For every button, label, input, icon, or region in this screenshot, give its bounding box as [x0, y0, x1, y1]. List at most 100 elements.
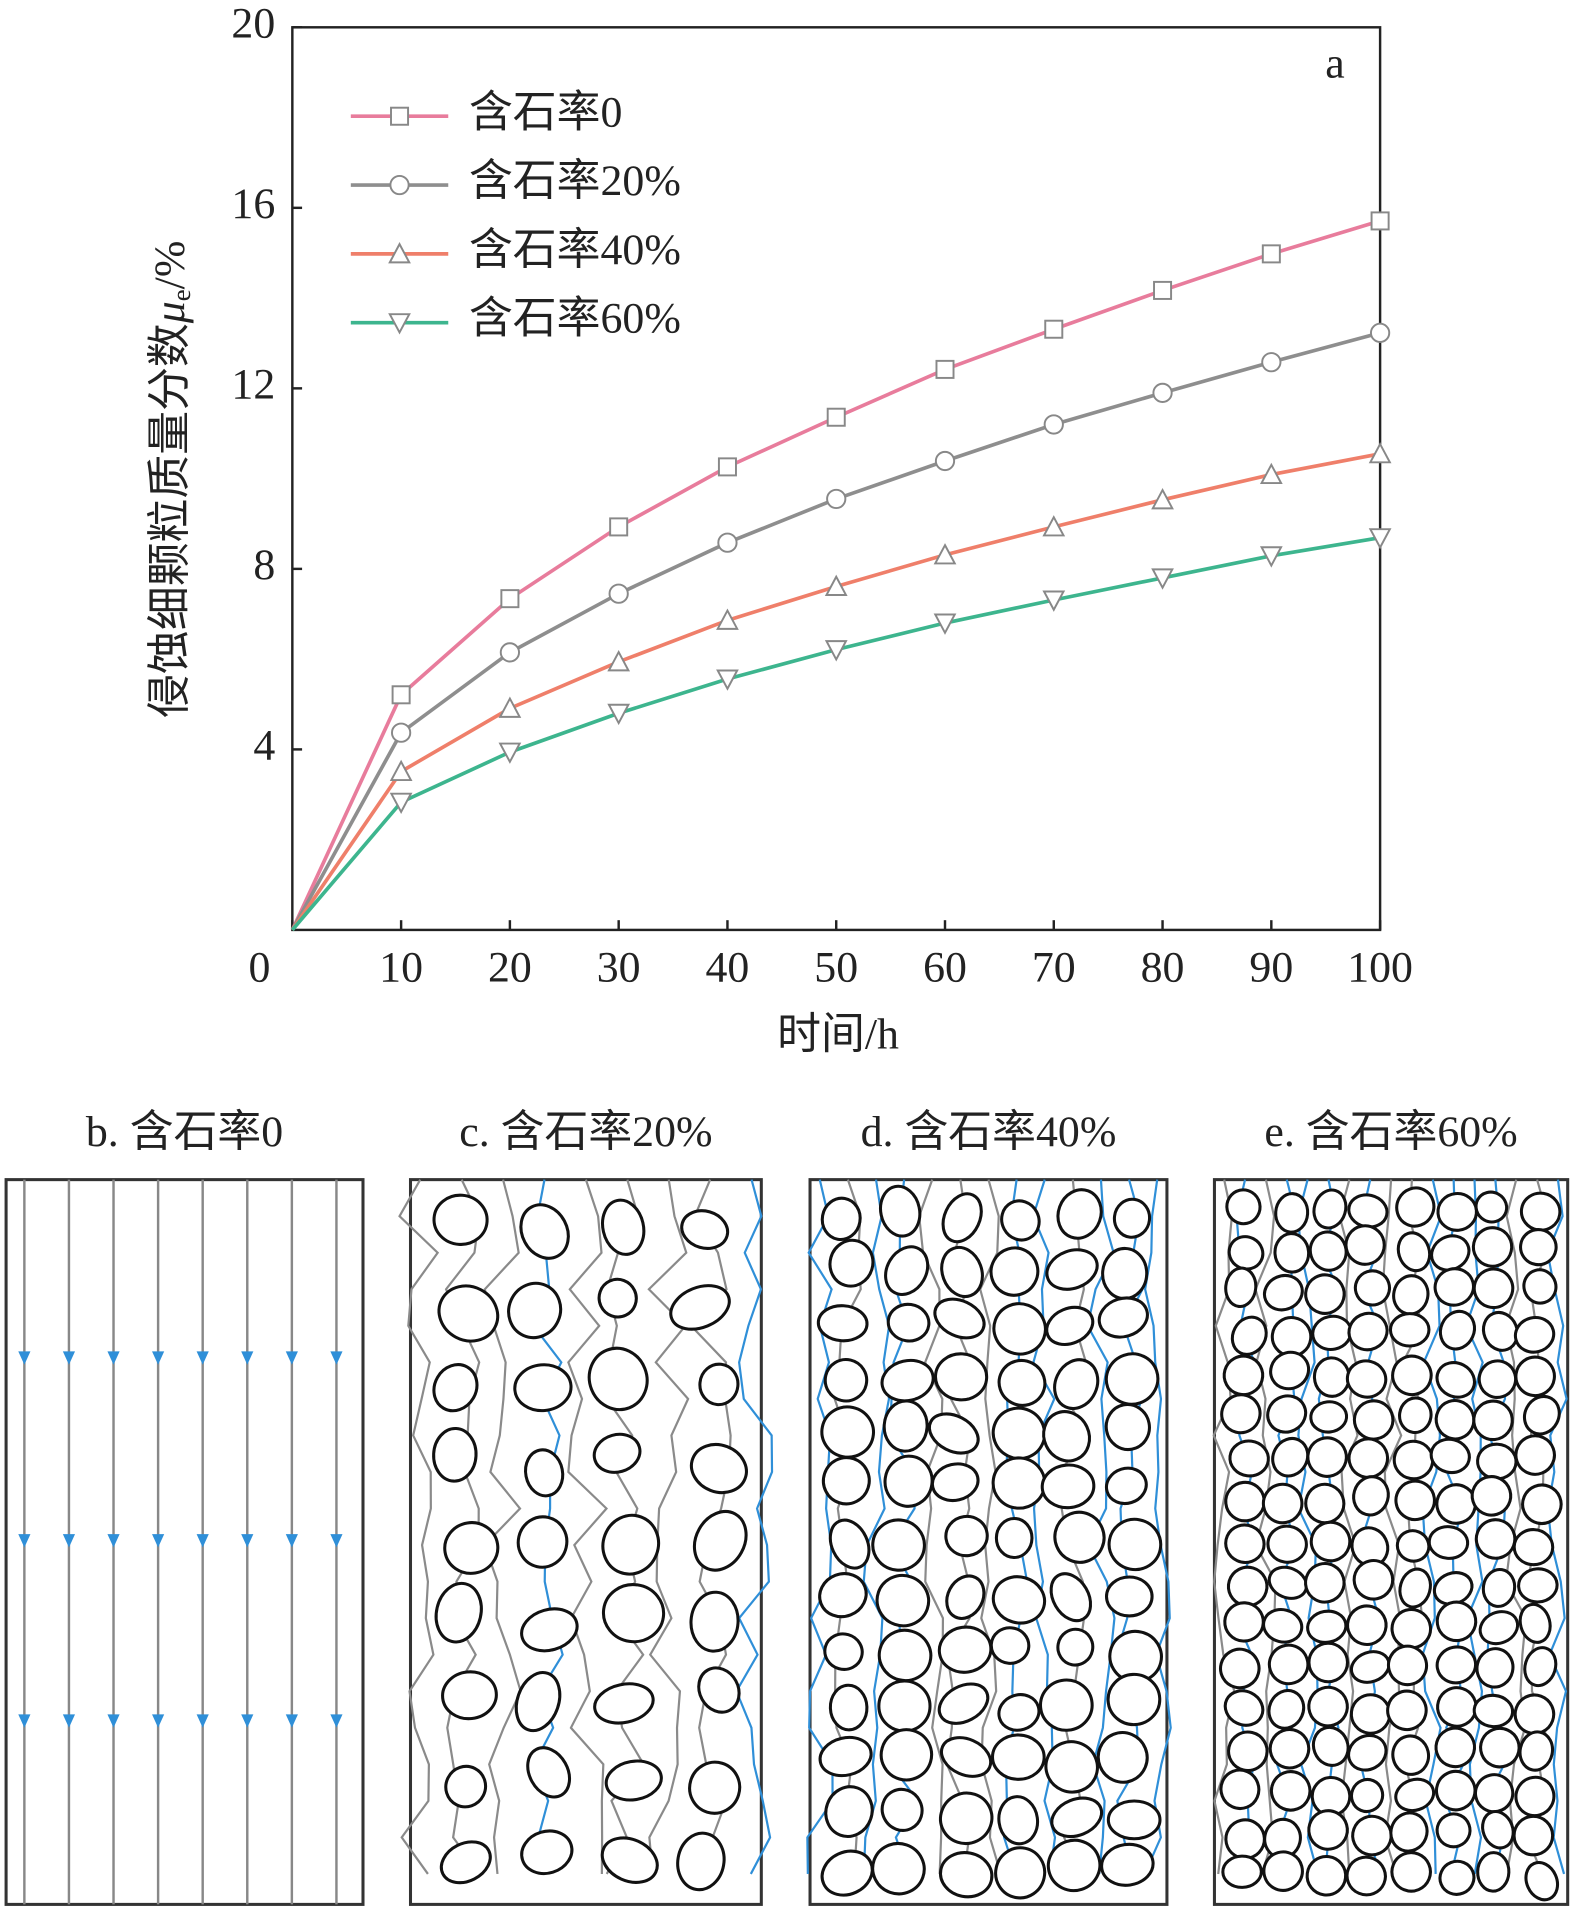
flow-arrow	[285, 1714, 298, 1728]
particle	[1438, 1309, 1477, 1351]
legend-label: 含石率20%	[469, 156, 681, 205]
particle	[991, 1406, 1047, 1461]
particle	[882, 1399, 929, 1453]
particle	[1475, 1647, 1515, 1689]
particle	[945, 1574, 986, 1620]
particle	[933, 1297, 986, 1340]
particle	[514, 1671, 562, 1733]
particle	[1523, 1646, 1558, 1688]
particle	[520, 1829, 574, 1876]
particle	[1386, 1644, 1429, 1687]
particle	[930, 1462, 980, 1503]
flow-arrow	[107, 1534, 120, 1548]
marker	[607, 650, 631, 672]
particle	[1220, 1393, 1262, 1435]
flow-arrow	[330, 1534, 343, 1548]
particle	[1472, 1267, 1515, 1310]
marker	[717, 532, 738, 553]
particle	[520, 1607, 579, 1653]
particle	[1435, 1483, 1477, 1525]
particle	[989, 1626, 1031, 1665]
particle	[688, 1760, 742, 1815]
particle	[1390, 1851, 1432, 1893]
particle	[1097, 1296, 1149, 1339]
flow-arrow	[330, 1714, 343, 1728]
particle	[1477, 1359, 1518, 1399]
flow-line	[567, 1179, 609, 1874]
particle	[1398, 1567, 1432, 1609]
flow-arrow	[62, 1534, 76, 1548]
particle	[1476, 1851, 1511, 1893]
particle	[1435, 1812, 1472, 1849]
particle	[824, 1785, 874, 1838]
legend-label: 含石率0	[469, 87, 622, 136]
panel-diagram	[4, 1178, 365, 1906]
particle	[600, 1836, 659, 1884]
particle	[886, 1302, 931, 1343]
particle	[1056, 1627, 1095, 1667]
particle	[601, 1198, 646, 1256]
particle	[1476, 1442, 1518, 1481]
particle	[1347, 1437, 1390, 1479]
particle	[1309, 1400, 1349, 1434]
legend-item: 含石率60%	[350, 294, 681, 343]
flow-arrow	[18, 1714, 31, 1728]
legend-label: 含石率40%	[469, 225, 681, 274]
legend-item: 含石率20%	[350, 156, 681, 205]
particle	[1312, 1188, 1348, 1230]
particle	[692, 1509, 748, 1572]
x-axis-title: 时间/h	[777, 1010, 899, 1058]
particle	[1481, 1810, 1515, 1850]
particle	[1394, 1479, 1436, 1522]
flow-line	[1546, 1179, 1568, 1875]
panel-diagram	[398, 1178, 774, 1906]
marker	[717, 457, 737, 477]
particle	[1435, 1361, 1476, 1399]
marker	[1368, 528, 1392, 550]
particle	[597, 1277, 638, 1319]
particle	[1347, 1311, 1389, 1352]
particle	[1518, 1730, 1555, 1772]
marker	[824, 574, 848, 596]
particle	[1352, 1399, 1395, 1441]
x-tick-label: 80	[1141, 943, 1185, 991]
particle	[1434, 1769, 1477, 1812]
flow-arrow	[196, 1714, 209, 1728]
particle	[1309, 1520, 1352, 1563]
particle	[1513, 1315, 1556, 1354]
particle	[1481, 1310, 1519, 1352]
particle	[997, 1693, 1041, 1732]
marker	[1151, 488, 1174, 510]
particle	[828, 1683, 869, 1732]
particle	[1478, 1610, 1520, 1646]
marker	[826, 488, 847, 510]
particle	[1045, 1248, 1099, 1291]
particle	[880, 1787, 924, 1832]
particle	[820, 1849, 874, 1897]
particle	[992, 1302, 1047, 1356]
particle	[1224, 1523, 1266, 1564]
particle	[587, 1346, 649, 1412]
particle	[1096, 1731, 1149, 1784]
y-tick-label: 16	[231, 180, 275, 228]
particle	[1304, 1273, 1346, 1315]
particle	[516, 1515, 569, 1569]
y-tick-label: 20	[231, 0, 275, 47]
flow-line	[735, 1179, 774, 1875]
particle	[434, 1581, 483, 1644]
particle	[821, 1456, 871, 1506]
particle	[994, 1516, 1034, 1560]
marker	[1261, 244, 1281, 264]
particle	[1228, 1439, 1270, 1478]
particle	[1514, 1355, 1556, 1398]
particle	[1053, 1510, 1106, 1564]
particle	[1112, 1197, 1152, 1239]
marker	[1259, 462, 1283, 485]
particle	[676, 1831, 726, 1892]
particle	[1479, 1726, 1521, 1769]
particle	[443, 1521, 500, 1575]
x-tick-label: 70	[1032, 943, 1076, 991]
particle	[1269, 1350, 1311, 1391]
particle	[1107, 1517, 1163, 1572]
panel-frame	[4, 1178, 365, 1906]
